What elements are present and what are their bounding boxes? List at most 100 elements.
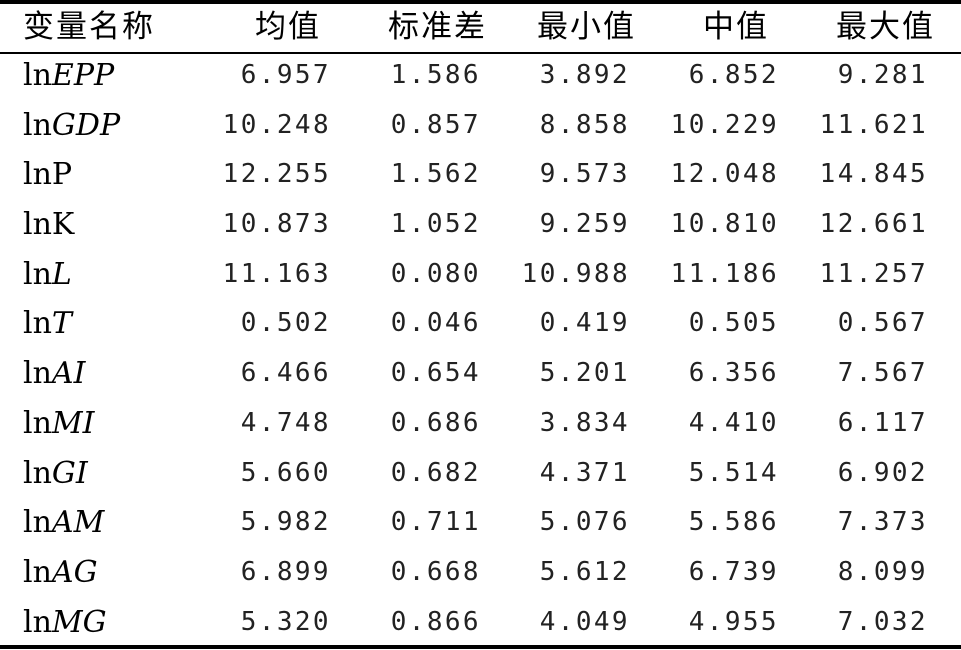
table-row: lnGDP 10.248 0.857 8.858 10.229 11.621 bbox=[0, 101, 961, 151]
mean-cell: 5.660 bbox=[240, 457, 331, 488]
median-cell: 5.586 bbox=[688, 507, 779, 538]
table-row: lnAM 5.982 0.711 5.076 5.586 7.373 bbox=[0, 498, 961, 548]
std-dev-cell: 0.711 bbox=[390, 507, 481, 538]
min-cell: 9.259 bbox=[539, 209, 630, 240]
variable-prefix: ln bbox=[23, 604, 52, 640]
max-cell: 0.567 bbox=[837, 308, 928, 339]
mean-cell: 5.320 bbox=[240, 606, 331, 637]
variable-name-cell: lnT bbox=[23, 299, 72, 349]
min-cell: 0.419 bbox=[539, 308, 630, 339]
header-mean: 均值 bbox=[255, 9, 321, 45]
variable-prefix: ln bbox=[23, 256, 52, 292]
std-dev-cell: 0.654 bbox=[390, 358, 481, 389]
median-cell: 4.955 bbox=[688, 606, 779, 637]
max-cell: 8.099 bbox=[837, 556, 928, 587]
median-cell: 11.186 bbox=[670, 258, 779, 289]
header-max: 最大值 bbox=[836, 9, 935, 45]
min-cell: 9.573 bbox=[539, 159, 630, 190]
min-cell: 3.834 bbox=[539, 407, 630, 438]
std-dev-cell: 0.857 bbox=[390, 109, 481, 140]
variable-prefix: ln bbox=[23, 356, 52, 392]
max-cell: 12.661 bbox=[819, 209, 928, 240]
mean-cell: 12.255 bbox=[222, 159, 331, 190]
variable-symbol: AG bbox=[51, 554, 98, 590]
variable-symbol: AM bbox=[51, 505, 105, 541]
median-cell: 4.410 bbox=[688, 407, 779, 438]
max-cell: 7.567 bbox=[837, 358, 928, 389]
header-std-dev: 标准差 bbox=[388, 9, 487, 45]
median-cell: 6.852 bbox=[688, 60, 779, 90]
max-cell: 11.621 bbox=[819, 109, 928, 140]
min-cell: 8.858 bbox=[539, 109, 630, 140]
min-cell: 10.988 bbox=[521, 258, 630, 289]
median-cell: 6.739 bbox=[688, 556, 779, 587]
std-dev-cell: 0.686 bbox=[390, 407, 481, 438]
variable-name-cell: lnK bbox=[23, 200, 74, 250]
variable-name-cell: lnAI bbox=[23, 349, 85, 399]
std-dev-cell: 0.866 bbox=[390, 606, 481, 637]
mean-cell: 11.163 bbox=[222, 258, 331, 289]
std-dev-cell: 0.668 bbox=[390, 556, 481, 587]
variable-prefix: ln bbox=[23, 505, 52, 541]
mean-cell: 6.957 bbox=[240, 60, 331, 90]
variable-prefix: ln bbox=[23, 455, 52, 491]
mean-cell: 6.466 bbox=[240, 358, 331, 389]
variable-symbol: GDP bbox=[51, 107, 121, 143]
table-row: lnGI 5.660 0.682 4.371 5.514 6.902 bbox=[0, 449, 961, 499]
header-min: 最小值 bbox=[537, 9, 636, 45]
std-dev-cell: 1.562 bbox=[390, 159, 481, 190]
table-header-rule bbox=[0, 52, 961, 54]
variable-name-cell: lnEPP bbox=[23, 51, 114, 101]
header-variable-name: 变量名称 bbox=[23, 9, 155, 45]
variable-name-cell: lnGI bbox=[23, 449, 88, 499]
variable-name-cell: lnAG bbox=[23, 548, 98, 598]
variable-name-cell: lnL bbox=[23, 250, 72, 300]
variable-prefix: ln bbox=[23, 405, 52, 441]
variable-name-cell: lnGDP bbox=[23, 101, 120, 151]
max-cell: 14.845 bbox=[819, 159, 928, 190]
min-cell: 3.892 bbox=[539, 60, 630, 90]
mean-cell: 6.899 bbox=[240, 556, 331, 587]
table-top-rule bbox=[0, 0, 961, 4]
variable-symbol: L bbox=[51, 256, 72, 292]
median-cell: 6.356 bbox=[688, 358, 779, 389]
table-bottom-rule bbox=[0, 645, 961, 649]
median-cell: 10.810 bbox=[670, 209, 779, 240]
median-cell: 10.229 bbox=[670, 109, 779, 140]
min-cell: 4.049 bbox=[539, 606, 630, 637]
mean-cell: 10.248 bbox=[222, 109, 331, 140]
table-row: lnL 11.163 0.080 10.988 11.186 11.257 bbox=[0, 250, 961, 300]
variable-prefix: ln bbox=[23, 306, 52, 342]
mean-cell: 0.502 bbox=[240, 308, 331, 339]
variable-symbol: P bbox=[51, 157, 73, 193]
max-cell: 7.032 bbox=[837, 606, 928, 637]
table-row: lnMG 5.320 0.866 4.049 4.955 7.032 bbox=[0, 598, 961, 648]
variable-symbol: T bbox=[51, 306, 72, 342]
std-dev-cell: 0.080 bbox=[390, 258, 481, 289]
variable-name-cell: lnMI bbox=[23, 399, 95, 449]
variable-prefix: ln bbox=[23, 157, 52, 193]
median-cell: 0.505 bbox=[688, 308, 779, 339]
table-row: lnT 0.502 0.046 0.419 0.505 0.567 bbox=[0, 299, 961, 349]
std-dev-cell: 0.682 bbox=[390, 457, 481, 488]
min-cell: 5.201 bbox=[539, 358, 630, 389]
variable-symbol: MI bbox=[51, 405, 95, 441]
variable-name-cell: lnP bbox=[23, 150, 72, 200]
table-row: lnP 12.255 1.562 9.573 12.048 14.845 bbox=[0, 150, 961, 200]
std-dev-cell: 1.052 bbox=[390, 209, 481, 240]
variable-symbol: MG bbox=[51, 604, 107, 640]
min-cell: 5.612 bbox=[539, 556, 630, 587]
variable-symbol: K bbox=[51, 207, 75, 243]
variable-prefix: ln bbox=[23, 554, 52, 590]
variable-name-cell: lnMG bbox=[23, 598, 107, 648]
min-cell: 4.371 bbox=[539, 457, 630, 488]
table-row: lnAG 6.899 0.668 5.612 6.739 8.099 bbox=[0, 548, 961, 598]
min-cell: 5.076 bbox=[539, 507, 630, 538]
mean-cell: 4.748 bbox=[240, 407, 331, 438]
median-cell: 5.514 bbox=[688, 457, 779, 488]
table-header-row: 变量名称 均值 标准差 最小值 中值 最大值 bbox=[0, 2, 961, 52]
variable-name-cell: lnAM bbox=[23, 498, 104, 548]
table-row: lnEPP 6.957 1.586 3.892 6.852 9.281 bbox=[0, 51, 961, 101]
max-cell: 9.281 bbox=[837, 60, 928, 90]
header-median: 中值 bbox=[703, 9, 769, 45]
